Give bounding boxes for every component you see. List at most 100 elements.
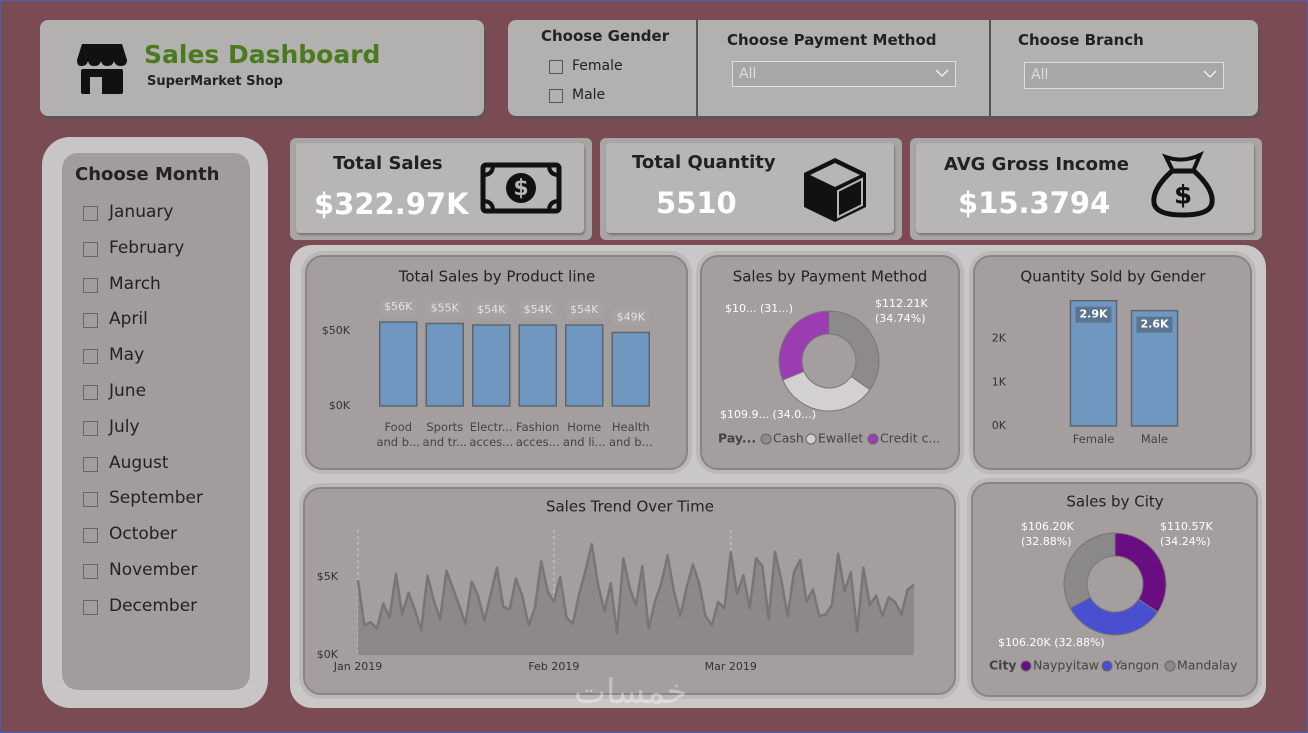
- y-tick-label: $5K: [317, 570, 339, 583]
- legend-swatch: [760, 433, 772, 445]
- kpi-value: $15.3794: [958, 186, 1111, 220]
- kpi-title: Total Sales: [333, 153, 443, 174]
- chart-title: Sales by City: [1066, 493, 1163, 511]
- x-tick-label: Health and b...: [608, 420, 653, 449]
- store-icon: [77, 44, 127, 94]
- filter-title: Choose Branch: [1018, 31, 1144, 49]
- data-label-bg: [612, 309, 649, 326]
- bar: [565, 324, 604, 407]
- legend-label: Mandalay: [1177, 658, 1238, 673]
- legend-label: Credit c...: [880, 431, 940, 446]
- legend-label: Naypyitaw: [1033, 658, 1099, 673]
- data-label-bg: [1075, 306, 1112, 323]
- x-tick-label: Fashion acces...: [515, 420, 560, 449]
- month-label[interactable]: August: [109, 452, 169, 473]
- x-tick-label: Female: [1072, 432, 1115, 446]
- checkbox[interactable]: [83, 420, 98, 436]
- legend-label: Cash: [773, 431, 804, 446]
- month-label[interactable]: April: [109, 309, 148, 330]
- chart-panel: [971, 482, 1258, 697]
- bar: [518, 324, 557, 407]
- checkbox[interactable]: [549, 60, 563, 74]
- data-label: $106.20K (32.88%): [998, 636, 1105, 649]
- money-bag-icon: $: [1151, 151, 1215, 218]
- data-label: 2.9K: [1079, 308, 1107, 321]
- checkbox[interactable]: [83, 385, 98, 400]
- svg-text:$: $: [513, 176, 528, 201]
- dropdown-value: All: [1031, 67, 1049, 83]
- money-icon: $: [480, 162, 562, 214]
- month-label[interactable]: November: [109, 560, 198, 580]
- header-panel: [40, 20, 484, 116]
- checkbox[interactable]: [83, 277, 98, 293]
- x-tick-label: Home and li...: [562, 420, 606, 449]
- chart-title: Sales by Payment Method: [733, 268, 928, 286]
- filter-title: Choose Month: [75, 164, 220, 185]
- data-label: $109.9... (34.0...): [720, 408, 817, 421]
- dropdown[interactable]: All: [732, 61, 956, 87]
- data-label: $56K: [384, 300, 413, 313]
- month-label[interactable]: February: [109, 237, 185, 258]
- month-label[interactable]: May: [109, 345, 145, 366]
- x-tick-label: Sports and tr...: [422, 420, 467, 449]
- title: Sales Dashboard: [144, 40, 381, 69]
- watermark: خمسات: [574, 672, 688, 712]
- data-label-bg: [1136, 316, 1173, 333]
- legend-label: Ewallet: [818, 431, 863, 446]
- checkbox[interactable]: [83, 564, 98, 579]
- month-label[interactable]: December: [109, 595, 198, 616]
- month-label[interactable]: June: [109, 381, 147, 401]
- filter-title: Choose Gender: [541, 27, 670, 45]
- data-label: $54K: [570, 303, 599, 316]
- x-tick-label: Food and b...: [376, 420, 421, 449]
- legend-swatch: [1020, 660, 1032, 672]
- checkbox[interactable]: [83, 599, 98, 615]
- legend-swatch: [805, 433, 817, 445]
- y-tick-label: $50K: [322, 324, 351, 337]
- donut-slice: [1063, 532, 1116, 609]
- y-tick-label: $0K: [317, 648, 339, 661]
- data-label-bg: [473, 302, 510, 318]
- data-label-bg: [426, 300, 463, 317]
- data-label: $106.20K (32.88%): [1021, 520, 1074, 548]
- checkbox[interactable]: [83, 349, 98, 365]
- y-tick-label: $0K: [329, 399, 351, 412]
- month-label[interactable]: July: [109, 416, 140, 437]
- y-tick-label: 1K: [992, 375, 1007, 388]
- month-label[interactable]: January: [109, 202, 174, 222]
- data-label: $54K: [524, 303, 553, 316]
- data-label: $49K: [617, 311, 646, 324]
- legend-title: Pay...: [718, 431, 756, 446]
- month-label[interactable]: October: [109, 524, 178, 545]
- x-tick-label: Feb 2019: [528, 660, 579, 673]
- option-label[interactable]: Male: [572, 87, 606, 103]
- y-tick-label: 2K: [992, 332, 1007, 345]
- month-label[interactable]: September: [109, 488, 203, 509]
- legend-label: Yangon: [1113, 658, 1159, 673]
- checkbox[interactable]: [549, 89, 563, 103]
- legend-swatch: [1164, 660, 1176, 672]
- checkbox[interactable]: [83, 241, 98, 257]
- checkbox[interactable]: [83, 206, 98, 221]
- data-label-bg: [566, 302, 603, 318]
- bar: [425, 322, 464, 407]
- checkbox[interactable]: [83, 528, 98, 544]
- checkbox[interactable]: [83, 456, 98, 472]
- month-label[interactable]: March: [109, 273, 161, 294]
- x-tick-label: Male: [1140, 432, 1169, 446]
- line: [356, 542, 915, 635]
- data-label-bg: [380, 299, 417, 315]
- option-label[interactable]: Female: [572, 58, 623, 74]
- donut-slice: [1114, 532, 1167, 613]
- data-label-bg: [519, 302, 556, 318]
- filter-title: Choose Payment Method: [727, 31, 937, 49]
- dropdown[interactable]: All: [1024, 62, 1224, 89]
- checkbox[interactable]: [83, 492, 98, 508]
- separator: [989, 20, 991, 116]
- data-label: $10... (31...): [725, 302, 794, 315]
- legend-title: City: [989, 658, 1017, 673]
- x-tick-label: Mar 2019: [705, 660, 757, 673]
- checkbox[interactable]: [83, 313, 98, 329]
- donut-slice: [782, 370, 871, 412]
